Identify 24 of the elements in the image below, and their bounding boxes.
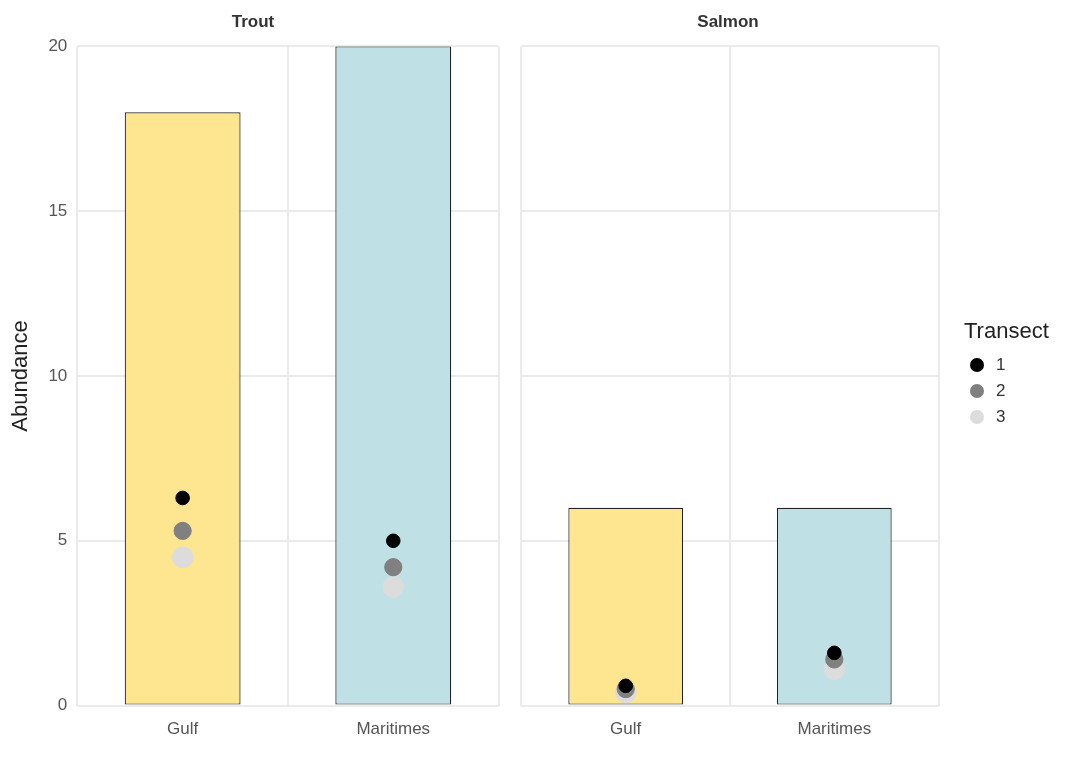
legend-label: 3: [996, 407, 1006, 427]
legend-title: Transect: [964, 318, 1050, 344]
y-tick-label: 0: [57, 695, 68, 715]
legend-label: 2: [996, 381, 1006, 401]
x-tick-label: Gulf: [167, 719, 199, 739]
y-axis-title: Abundance: [7, 320, 33, 432]
x-tick-label: Maritimes: [356, 719, 431, 739]
y-tick-label: 15: [48, 200, 68, 220]
x-tick-label: Maritimes: [797, 719, 872, 739]
chart-title: Salmon: [697, 11, 759, 31]
y-tick-label: 10: [48, 365, 68, 385]
point: [382, 576, 405, 598]
point: [827, 645, 842, 661]
point: [618, 678, 633, 694]
x-tick-label: Gulf: [610, 719, 642, 739]
point: [171, 546, 194, 569]
point: [173, 521, 192, 541]
chart-title: Trout: [231, 11, 275, 31]
y-tick-label: 20: [48, 36, 68, 56]
legend-label: 1: [996, 355, 1006, 375]
y-tick-label: 5: [57, 530, 68, 550]
point: [175, 490, 190, 506]
point: [384, 558, 403, 577]
point: [385, 533, 401, 549]
